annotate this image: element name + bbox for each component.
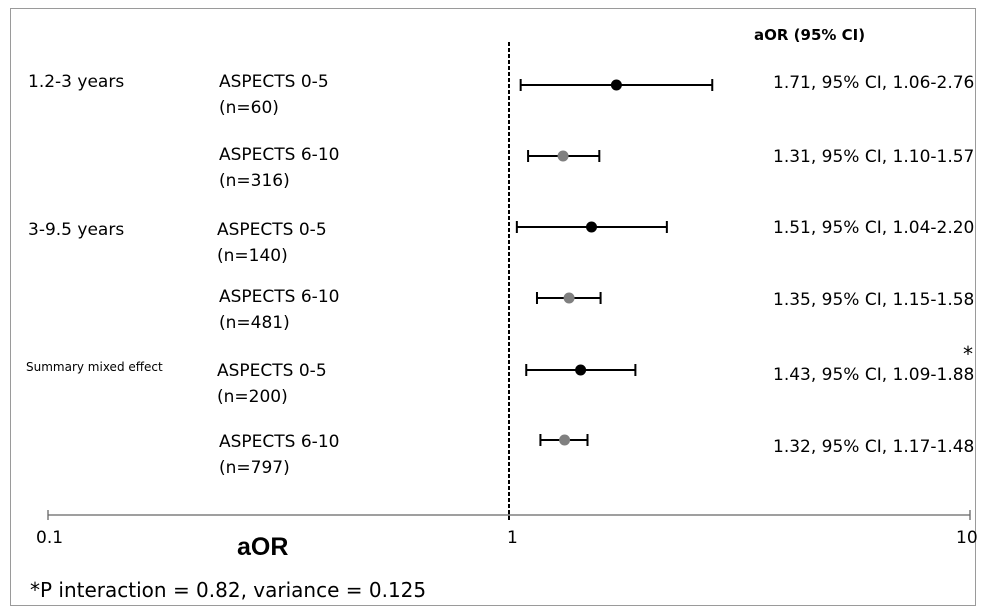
subgroup-n: (n=200) — [217, 387, 288, 407]
subgroup-label: ASPECTS 0-5 — [219, 72, 329, 92]
ci-value-text: 1.32, 95% CI, 1.17-1.48 — [773, 437, 975, 457]
significance-asterisk: * — [963, 342, 973, 366]
subgroup-n: (n=316) — [219, 171, 290, 191]
footnote: *P interaction = 0.82, variance = 0.125 — [30, 578, 427, 602]
subgroup-label: ASPECTS 6-10 — [219, 432, 340, 452]
x-axis-title: aOR — [237, 533, 289, 561]
group-label-summary: Summary mixed effect — [26, 360, 163, 374]
subgroup-label: ASPECTS 6-10 — [219, 287, 340, 307]
figure-frame — [10, 8, 976, 606]
ci-value-text: 1.35, 95% CI, 1.15-1.58 — [773, 290, 975, 310]
subgroup-n: (n=140) — [217, 246, 288, 266]
x-tick-label: 1 — [507, 528, 518, 548]
subgroup-n: (n=60) — [219, 98, 279, 118]
x-tick-label: 0.1 — [36, 528, 64, 548]
point-estimate-marker — [575, 364, 587, 376]
point-estimate-marker — [586, 221, 598, 233]
subgroup-label: ASPECTS 6-10 — [219, 145, 340, 165]
point-estimate-marker — [563, 292, 575, 304]
subgroup-n: (n=797) — [219, 458, 290, 478]
subgroup-label: ASPECTS 0-5 — [217, 220, 327, 240]
ci-column-header: aOR (95% CI) — [754, 26, 866, 44]
group-label-1-2-3-years: 1.2-3 years — [28, 72, 125, 92]
ci-value-text: 1.43, 95% CI, 1.09-1.88 — [773, 365, 975, 385]
point-estimate-marker — [557, 150, 569, 162]
subgroup-n: (n=481) — [219, 313, 290, 333]
point-estimate-marker — [610, 79, 622, 91]
subgroup-label: ASPECTS 0-5 — [217, 361, 327, 381]
point-estimate-marker — [559, 434, 571, 446]
ci-value-text: 1.51, 95% CI, 1.04-2.20 — [773, 218, 975, 238]
ci-value-text: 1.31, 95% CI, 1.10-1.57 — [773, 147, 975, 167]
group-label-3-9-5-years: 3-9.5 years — [28, 220, 125, 240]
x-tick-label: 10 — [956, 528, 978, 548]
ci-value-text: 1.71, 95% CI, 1.06-2.76 — [773, 73, 975, 93]
